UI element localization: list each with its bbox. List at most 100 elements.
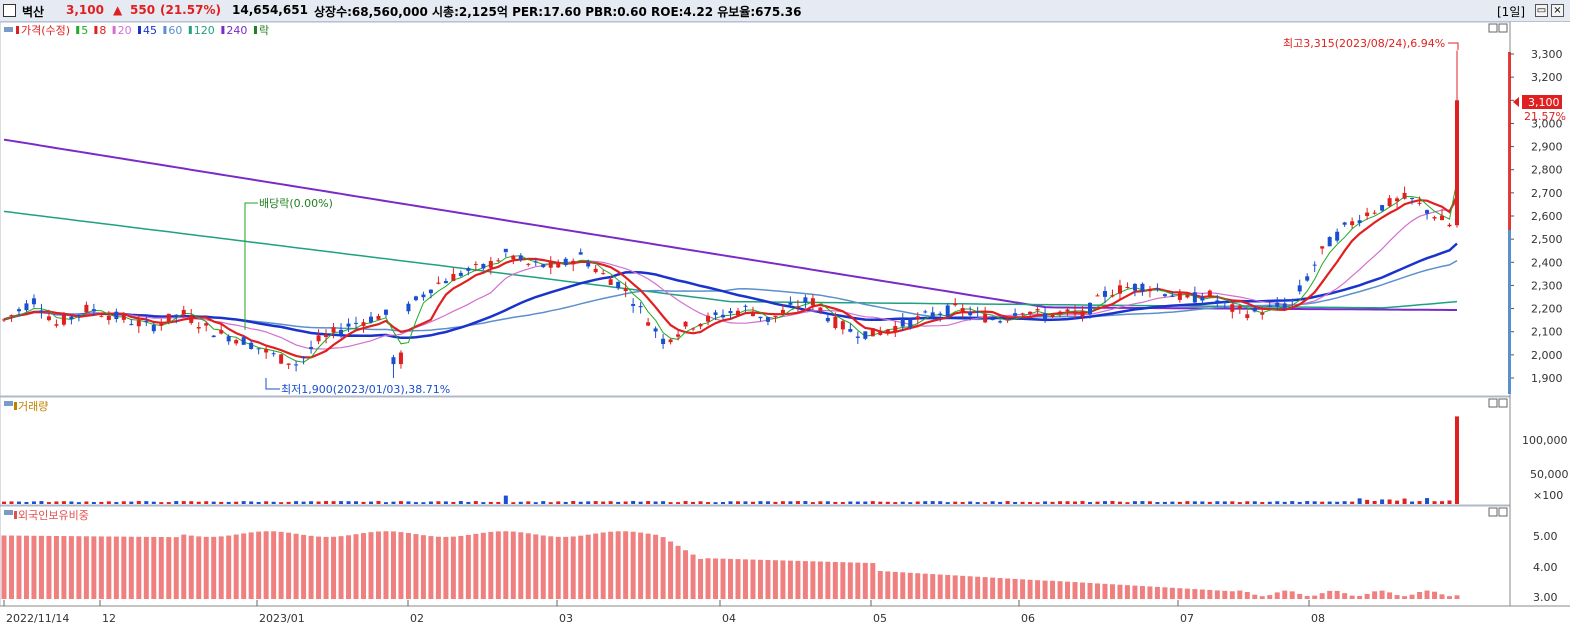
close-window-icon[interactable]: × xyxy=(1551,4,1564,17)
candle-body xyxy=(249,342,254,349)
candle-body xyxy=(196,327,201,329)
volume-tick: 100,000 xyxy=(1522,434,1568,447)
candle-body xyxy=(69,316,74,319)
foreign-ratio-bar xyxy=(832,561,838,599)
candle-body xyxy=(735,310,740,316)
candle-body xyxy=(428,289,433,294)
legend-marker xyxy=(112,26,116,34)
y-tick-label: 3,300 xyxy=(1531,48,1563,61)
volume-bar xyxy=(331,501,336,504)
foreign-ratio-bar xyxy=(1117,584,1123,599)
foreign-ratio-bar xyxy=(390,531,396,599)
max-price-label: 최고3,315(2023/08/24),6.94% xyxy=(1283,37,1445,50)
foreign-ratio-bar xyxy=(937,574,943,599)
candle-body xyxy=(1147,289,1152,292)
candle-body xyxy=(1252,308,1257,312)
volume-bar xyxy=(870,501,875,504)
foreign-ratio-bar xyxy=(495,531,501,599)
foreign-ratio-bar xyxy=(1057,581,1063,599)
candle-body xyxy=(46,316,51,321)
foreign-ratio-bar xyxy=(690,554,696,599)
candle-body xyxy=(166,313,171,322)
foreign-ratio-bar xyxy=(990,577,996,599)
foreign-ratio-bar xyxy=(473,533,479,599)
foreign-ratio-bar xyxy=(1154,586,1160,599)
candle-body xyxy=(1275,302,1280,307)
volume-bar xyxy=(1125,502,1130,504)
candle-body xyxy=(698,323,703,327)
panel-menu-icon[interactable] xyxy=(4,510,13,515)
restore-window-icon[interactable]: ▭ xyxy=(1535,4,1548,17)
foreign-ratio-bar xyxy=(1229,591,1235,599)
volume-bar xyxy=(1132,501,1137,504)
price-range-bar-low xyxy=(1508,230,1511,394)
volume-bar xyxy=(661,501,666,504)
candle-body xyxy=(301,356,306,359)
volume-bar xyxy=(398,501,403,504)
foreign-ratio-bar xyxy=(570,536,576,599)
foreign-ratio-bar xyxy=(1297,593,1303,599)
panel-menu-icon[interactable] xyxy=(4,401,13,406)
candle-body xyxy=(623,288,628,292)
foreign-ratio-bar xyxy=(76,536,82,599)
foreign-ratio-bar xyxy=(698,558,704,599)
volume-bar xyxy=(795,501,800,504)
y-tick-label: 2,800 xyxy=(1531,164,1563,177)
candle-body xyxy=(151,325,156,332)
foreign-ratio-bar xyxy=(263,531,269,599)
candle-body xyxy=(16,309,21,312)
candle-body xyxy=(773,315,778,318)
volume-bar xyxy=(151,501,156,504)
volume-bar xyxy=(1290,501,1295,504)
candle-body xyxy=(1020,313,1025,315)
foreign-ratio-bar xyxy=(922,573,928,599)
foreign-ratio-bar xyxy=(810,561,816,599)
foreign-ratio-bar xyxy=(375,531,381,599)
foreign-ratio-bar xyxy=(143,536,149,599)
foreign-ratio-bar xyxy=(1005,578,1011,599)
volume-bar xyxy=(376,501,381,504)
select-checkbox[interactable] xyxy=(3,4,16,17)
candle-body xyxy=(1395,198,1400,202)
foreign-ratio-bar xyxy=(278,531,284,599)
volume-bar xyxy=(810,502,815,504)
volume-bar xyxy=(1350,501,1355,504)
candle-body xyxy=(803,297,808,303)
foreign-legend-marker xyxy=(14,511,17,519)
foreign-tick: 3.00 xyxy=(1533,591,1558,604)
foreign-ratio-bar xyxy=(555,536,561,599)
foreign-ratio-bar xyxy=(1035,580,1041,599)
candle-body xyxy=(159,323,164,326)
panel-menu-icon[interactable] xyxy=(4,27,13,32)
volume-bar xyxy=(765,501,770,504)
foreign-ratio-bar xyxy=(817,561,823,599)
volume-bar xyxy=(1058,501,1063,504)
ma-120-line xyxy=(3,210,1458,309)
candle-body xyxy=(339,329,344,335)
candle-body xyxy=(1425,210,1430,214)
candle-body xyxy=(1207,290,1212,297)
foreign-ratio-bar xyxy=(608,531,614,599)
candle-body xyxy=(1417,202,1422,204)
foreign-ratio-bar xyxy=(83,536,89,599)
volume-bar xyxy=(548,502,553,504)
volume-bar xyxy=(316,501,321,504)
volume-bar xyxy=(825,501,830,504)
foreign-ratio-bar xyxy=(480,532,486,599)
panel-buttons[interactable] xyxy=(1488,23,1508,517)
legend-label: 8 xyxy=(99,24,106,37)
volume-bar xyxy=(968,501,973,504)
volume-bar xyxy=(960,502,965,504)
period-selector[interactable]: [1일] xyxy=(1497,5,1526,19)
candle-body xyxy=(473,263,478,265)
volume-bar xyxy=(1065,501,1070,504)
candle-body xyxy=(998,321,1003,323)
candle-body xyxy=(226,336,231,342)
stock-chart[interactable]: 가격(수정) 5 8 20 45 60 120 240 락 거래량 외국인보유비중 3,3003… xyxy=(0,22,1570,629)
foreign-ratio-bar xyxy=(226,535,232,599)
candle-body xyxy=(1095,295,1100,297)
volume-bar xyxy=(406,501,411,504)
foreign-ratio-bar xyxy=(1409,594,1415,599)
volume-bar xyxy=(144,501,149,504)
volume-bar xyxy=(1095,501,1100,504)
